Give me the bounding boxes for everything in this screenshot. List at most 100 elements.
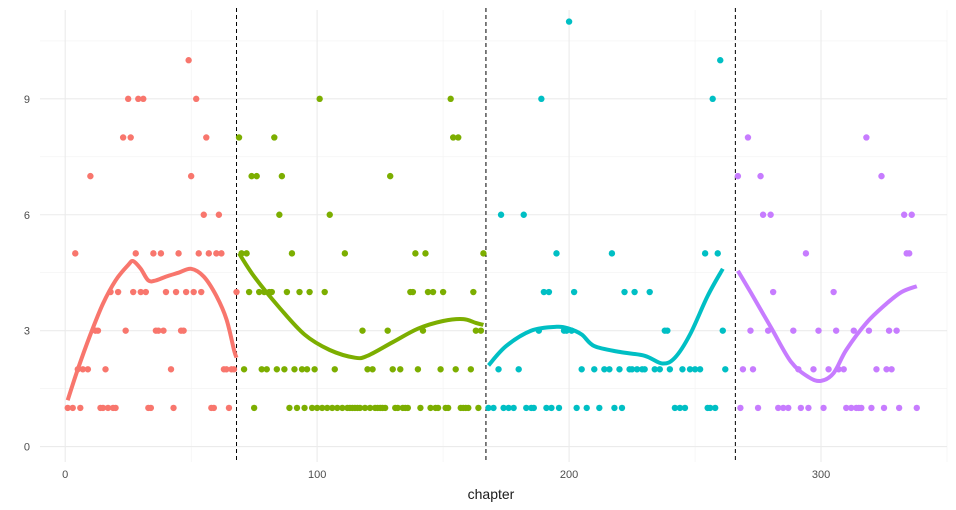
data-point xyxy=(888,366,895,373)
data-point xyxy=(774,404,782,412)
x-tick-label: 100 xyxy=(308,469,326,481)
data-point xyxy=(802,250,810,257)
data-point xyxy=(530,404,538,412)
major-gridlines xyxy=(40,10,947,462)
data-point xyxy=(210,404,218,412)
data-point xyxy=(298,366,306,373)
data-point xyxy=(515,366,522,373)
data-point xyxy=(381,404,389,412)
data-point xyxy=(583,404,590,412)
data-point xyxy=(578,366,585,373)
data-point xyxy=(281,366,288,373)
data-point xyxy=(885,327,893,334)
data-point xyxy=(719,327,726,334)
data-point xyxy=(326,211,333,218)
data-point xyxy=(271,134,278,141)
data-point xyxy=(744,134,752,141)
data-point xyxy=(467,366,475,373)
data-point xyxy=(124,95,132,103)
data-point xyxy=(140,95,147,103)
x-axis-tick-labels: 0 100 200 300 xyxy=(62,469,830,481)
data-point xyxy=(757,172,764,180)
data-point xyxy=(780,404,787,412)
data-point xyxy=(749,366,757,373)
data-point xyxy=(369,366,376,373)
data-point xyxy=(104,404,112,412)
data-point xyxy=(591,366,598,373)
data-point xyxy=(137,288,144,296)
data-point xyxy=(785,404,792,412)
data-point xyxy=(394,404,401,412)
data-point xyxy=(543,404,550,412)
data-point xyxy=(608,250,616,257)
data-point xyxy=(850,327,857,334)
data-point xyxy=(722,366,729,373)
data-point xyxy=(233,288,240,296)
data-point xyxy=(840,366,847,373)
data-point xyxy=(389,366,396,373)
data-point xyxy=(848,404,855,412)
data-point xyxy=(739,366,747,373)
data-point xyxy=(520,211,527,218)
data-point xyxy=(339,404,346,412)
chapter-divider-lines xyxy=(236,8,736,462)
data-point xyxy=(913,404,920,412)
x-tick-label: 300 xyxy=(812,469,830,481)
data-point xyxy=(422,250,429,257)
data-point xyxy=(427,404,434,412)
data-point xyxy=(452,366,459,373)
data-point xyxy=(797,404,805,412)
data-point xyxy=(815,327,822,334)
data-point xyxy=(127,134,134,141)
data-point xyxy=(69,404,76,412)
data-point xyxy=(495,366,502,373)
data-point xyxy=(709,95,716,103)
data-point xyxy=(278,172,286,180)
data-point xyxy=(258,366,265,373)
data-point xyxy=(611,404,618,412)
data-point xyxy=(253,172,260,180)
data-point xyxy=(873,366,880,373)
data-point xyxy=(865,327,873,334)
data-point xyxy=(540,288,548,296)
data-point xyxy=(341,250,349,257)
trend-line xyxy=(736,269,918,384)
data-point xyxy=(172,288,180,296)
data-point xyxy=(747,327,754,334)
data-point xyxy=(843,404,850,412)
data-point xyxy=(198,288,205,296)
data-point xyxy=(291,366,298,373)
data-point xyxy=(573,404,580,412)
data-point xyxy=(303,366,311,373)
data-point xyxy=(223,366,230,373)
data-point xyxy=(361,404,369,412)
data-point xyxy=(87,172,94,180)
data-point xyxy=(676,404,684,412)
data-point xyxy=(276,211,283,218)
data-point xyxy=(790,327,797,334)
data-point xyxy=(77,404,84,412)
data-point xyxy=(510,404,517,412)
data-point xyxy=(321,288,328,296)
data-point xyxy=(157,250,165,257)
data-point xyxy=(455,134,462,141)
data-point xyxy=(820,404,827,412)
data-point xyxy=(616,366,623,373)
minor-gridlines xyxy=(40,10,948,462)
data-point xyxy=(485,404,492,412)
y-tick-label: 6 xyxy=(24,210,30,222)
data-point xyxy=(132,250,139,257)
data-point xyxy=(268,288,275,296)
data-point xyxy=(286,404,293,412)
data-point xyxy=(359,327,366,334)
data-point xyxy=(664,327,671,334)
data-point xyxy=(240,366,248,373)
data-point xyxy=(480,250,487,257)
data-point xyxy=(218,250,225,257)
data-point xyxy=(628,366,636,373)
data-point xyxy=(565,18,573,25)
data-point xyxy=(182,288,190,296)
data-point xyxy=(767,211,774,218)
data-point xyxy=(366,404,374,412)
data-point xyxy=(200,211,207,218)
